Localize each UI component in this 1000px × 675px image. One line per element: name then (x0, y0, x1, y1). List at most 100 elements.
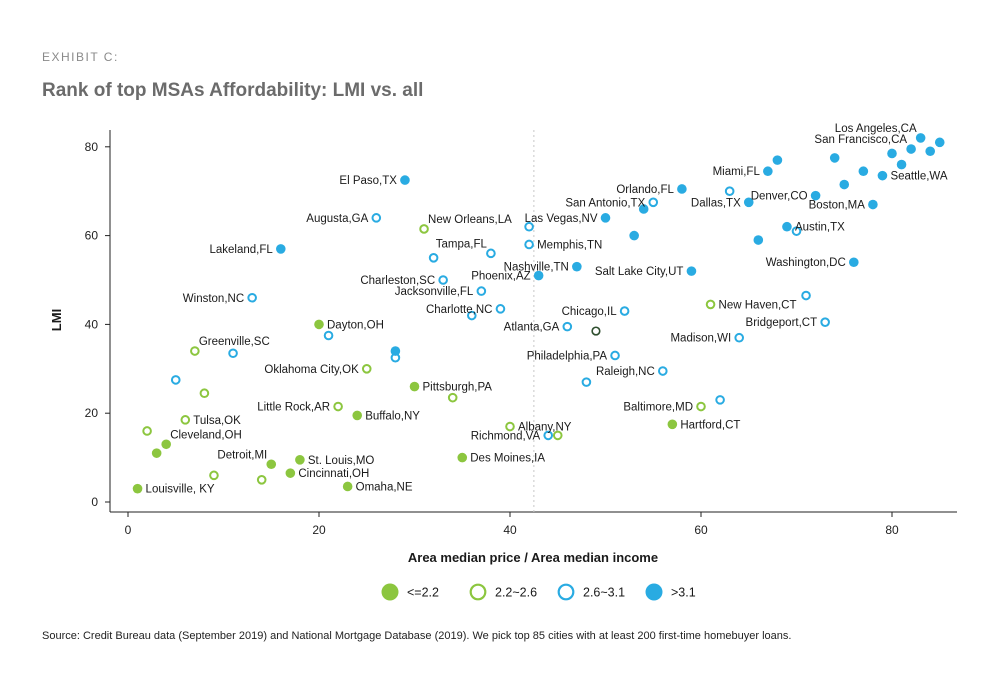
data-point (638, 204, 649, 214)
point-label: Tulsa,OK (193, 415, 241, 427)
y-tick-label: 60 (85, 229, 99, 243)
point-label: Albany,NY (518, 422, 572, 434)
data-point (505, 421, 515, 432)
data-point (533, 270, 544, 281)
data-point (705, 299, 716, 310)
point-label: Oklahoma City,OK (264, 364, 359, 376)
point-label: Charlotte,NC (426, 304, 492, 316)
point-label: New Orleans,LA (428, 214, 512, 226)
data-point (772, 155, 783, 165)
point-label: Washington,DC (766, 257, 846, 269)
point-label: Madison,WI (670, 333, 731, 345)
data-point (896, 159, 907, 170)
data-point (256, 475, 267, 485)
point-label: Detroit,MI (217, 449, 267, 461)
data-point (782, 221, 792, 232)
data-point (715, 395, 725, 405)
legend-marker (645, 583, 663, 601)
data-point (333, 401, 343, 412)
data-point (753, 235, 764, 245)
data-point (400, 175, 410, 185)
data-point (447, 392, 458, 403)
data-point (170, 375, 181, 385)
data-point (743, 197, 754, 208)
data-point (610, 350, 620, 361)
data-point (486, 248, 496, 259)
data-points (132, 133, 945, 494)
data-point (361, 364, 372, 374)
data-point (285, 468, 296, 478)
data-point (849, 257, 859, 268)
data-point (581, 377, 592, 387)
data-point (887, 148, 897, 159)
point-label: Augusta,GA (306, 213, 368, 225)
point-label: Bridgeport,CT (746, 317, 818, 329)
point-label: Philadelphia,PA (527, 350, 608, 362)
data-point (247, 292, 257, 303)
point-label: San Francisco,CA (814, 134, 907, 146)
point-label: New Haven,CT (719, 299, 797, 311)
data-point (161, 439, 171, 450)
legend-label: >3.1 (671, 586, 696, 600)
point-label: Phoenix,AZ (471, 271, 530, 283)
data-point (658, 366, 668, 376)
point-label: Memphis,TN (537, 239, 602, 251)
data-point (371, 213, 382, 223)
data-point (543, 430, 554, 441)
point-label: Cleveland,OH (170, 429, 242, 441)
point-label: Las Vegas,NV (525, 213, 598, 225)
data-point (457, 452, 468, 463)
point-label: Miami,FL (713, 166, 761, 178)
chart-title: Rank of top MSAs Affordability: LMI vs. … (42, 80, 424, 101)
point-label: Pittsburgh,PA (423, 382, 493, 394)
data-point (228, 348, 238, 359)
data-point (619, 306, 630, 316)
point-label: Jacksonville,FL (395, 286, 474, 298)
data-point (572, 261, 582, 272)
data-point (877, 170, 888, 181)
data-point (276, 244, 286, 254)
source-note: Source: Credit Bureau data (September 20… (42, 630, 792, 642)
data-point (763, 166, 773, 177)
point-label: Omaha,NE (356, 481, 413, 493)
point-label: Charleston,SC (360, 275, 435, 287)
point-label: Dallas,TX (691, 197, 741, 209)
data-point (724, 186, 735, 196)
point-label: Nashville,TN (504, 262, 569, 274)
point-label: Louisville, KY (146, 484, 215, 496)
data-point (352, 410, 363, 421)
point-label: Baltimore,MD (623, 402, 693, 414)
data-point (151, 448, 162, 458)
point-label: Denver,CO (751, 191, 808, 203)
data-point (438, 275, 448, 285)
point-label: Buffalo,NY (365, 410, 420, 422)
point-label: San Antonio,TX (565, 197, 645, 209)
data-point (858, 166, 869, 177)
point-labels: Louisville, KY Cleveland,OH Detroit,MI Cinc… (146, 123, 948, 496)
point-label: Cincinnati,OH (298, 468, 369, 480)
data-point (419, 224, 429, 234)
data-point (810, 190, 821, 201)
data-point (648, 197, 659, 208)
data-point (323, 330, 334, 341)
y-tick-label: 20 (85, 406, 99, 420)
data-point (591, 326, 601, 336)
data-point (925, 146, 935, 157)
point-label: Boston,MA (809, 200, 866, 212)
point-label: Winston,NC (183, 293, 244, 305)
x-axis-label: Area median price / Area median income (408, 550, 658, 565)
point-label: Raleigh,NC (596, 366, 655, 378)
data-point (266, 459, 277, 470)
data-point (342, 481, 353, 492)
legend-label: <=2.2 (407, 586, 439, 600)
x-tick-label: 80 (885, 523, 899, 537)
y-tick-label: 0 (91, 495, 98, 509)
data-point (600, 213, 611, 223)
point-label: Los Angeles,CA (835, 123, 917, 135)
point-label: Des Moines,IA (470, 453, 545, 465)
x-tick-label: 0 (125, 523, 132, 537)
data-point (868, 199, 878, 210)
data-point (829, 153, 840, 163)
x-tick-label: 20 (312, 523, 326, 537)
